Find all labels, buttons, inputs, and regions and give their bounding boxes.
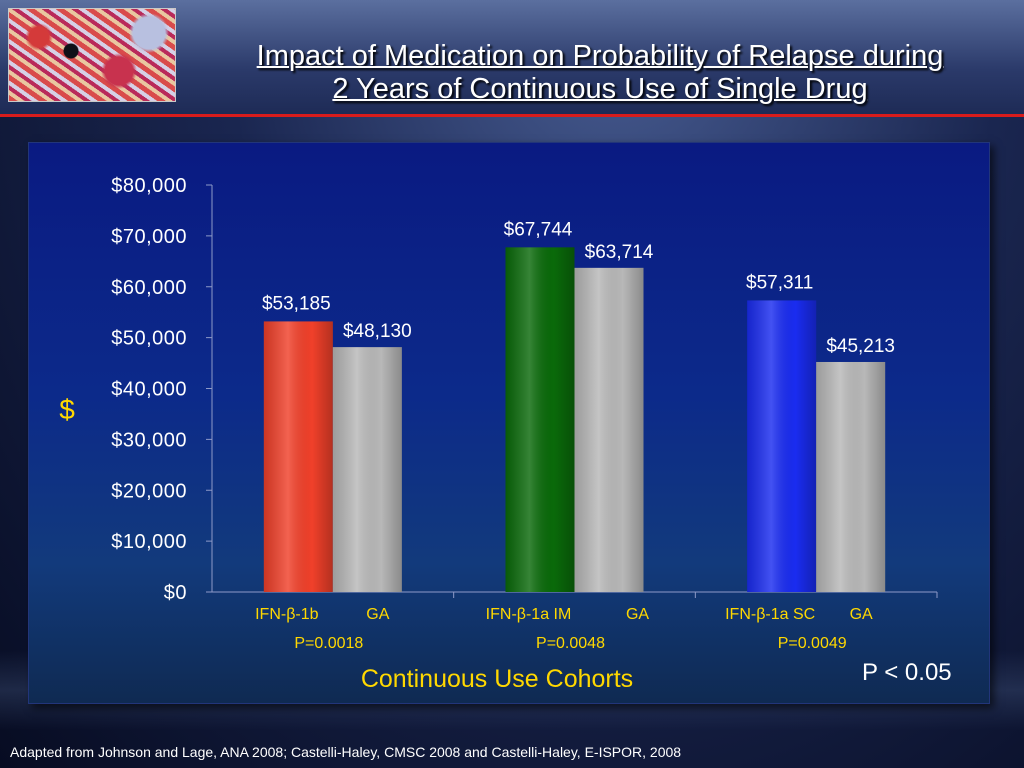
data-label: $48,130 <box>343 321 412 342</box>
header-image <box>8 8 176 102</box>
y-tick-label: $20,000 <box>111 480 187 502</box>
x-category-label: IFN-β-1a SC <box>725 606 815 623</box>
title-divider <box>0 114 1024 117</box>
bar-ga-1-sheen <box>332 347 402 592</box>
x-category-label: IFN-β-1a IM <box>486 606 572 623</box>
chart-panel: $0 $10,000 $20,000 $30,000 $40,000 $50,000 $60… <box>28 142 990 704</box>
data-label: $57,311 <box>746 272 813 293</box>
y-tick-label: $10,000 <box>111 531 187 553</box>
bar-ga-3-sheen <box>816 361 886 592</box>
y-tick-label: $80,000 <box>111 175 187 197</box>
x-category-label: GA <box>626 606 649 623</box>
chart-labels: $0 $10,000 $20,000 $30,000 $40,000 $50,000 $60… <box>59 175 951 693</box>
data-label: $67,744 <box>504 219 573 240</box>
page-title: Impact of Medication on Probability of R… <box>180 40 1020 106</box>
y-tick-label: $30,000 <box>111 429 187 451</box>
data-label: $53,185 <box>262 293 331 314</box>
y-axis-title: $ <box>59 394 75 425</box>
significance-annotation: P < 0.05 <box>862 659 952 686</box>
bar-ga-2-sheen <box>574 267 644 592</box>
p-value-label: P=0.0049 <box>778 635 847 652</box>
p-value-label: P=0.0048 <box>536 635 605 652</box>
title-line-2: 2 Years of Continuous Use of Single Drug <box>332 73 868 105</box>
bar-treatment-1-sheen <box>263 321 333 592</box>
x-category-label: GA <box>850 606 873 623</box>
chart-bars <box>263 247 886 592</box>
x-category-label: IFN-β-1b <box>255 606 319 623</box>
bar-treatment-3-sheen <box>747 300 817 592</box>
p-value-label: P=0.0018 <box>294 635 363 652</box>
x-axis-title: Continuous Use Cohorts <box>361 665 633 693</box>
title-line-1: Impact of Medication on Probability of R… <box>256 40 944 72</box>
data-label: $63,714 <box>585 242 654 263</box>
bar-treatment-2-sheen <box>505 247 575 592</box>
data-label: $45,213 <box>826 336 895 357</box>
source-footnote: Adapted from Johnson and Lage, ANA 2008;… <box>10 744 682 760</box>
y-tick-label: $40,000 <box>111 379 187 401</box>
x-category-label: GA <box>366 606 389 623</box>
y-tick-label: $0 <box>164 582 187 604</box>
bar-chart: $0 $10,000 $20,000 $30,000 $40,000 $50,000 $60… <box>59 175 951 693</box>
y-tick-label: $60,000 <box>111 277 187 299</box>
y-tick-label: $70,000 <box>111 226 187 248</box>
y-tick-label: $50,000 <box>111 328 187 350</box>
